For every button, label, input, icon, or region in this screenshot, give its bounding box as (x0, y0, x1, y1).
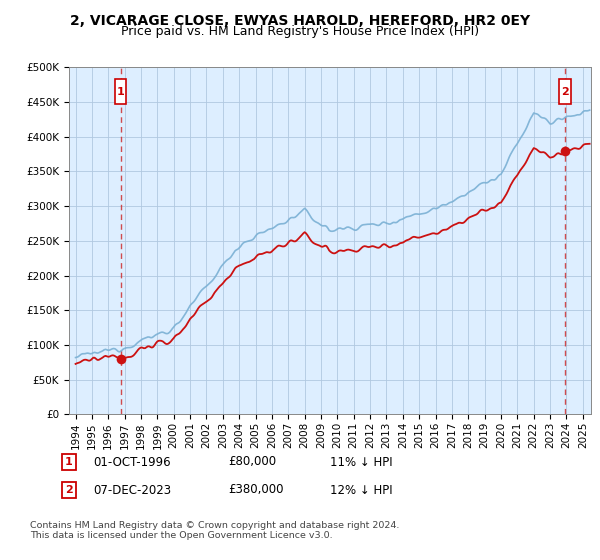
Text: Price paid vs. HM Land Registry's House Price Index (HPI): Price paid vs. HM Land Registry's House … (121, 25, 479, 38)
Text: 2: 2 (561, 86, 569, 96)
Text: 1: 1 (65, 457, 73, 467)
Text: 2, VICARAGE CLOSE, EWYAS HAROLD, HEREFORD, HR2 0EY: 2, VICARAGE CLOSE, EWYAS HAROLD, HEREFOR… (70, 14, 530, 28)
Text: Contains HM Land Registry data © Crown copyright and database right 2024.
This d: Contains HM Land Registry data © Crown c… (30, 521, 400, 540)
FancyBboxPatch shape (559, 79, 571, 104)
Text: 1: 1 (116, 86, 124, 96)
FancyBboxPatch shape (115, 79, 126, 104)
Text: 01-OCT-1996: 01-OCT-1996 (93, 455, 170, 469)
Text: £80,000: £80,000 (228, 455, 276, 469)
Text: 11% ↓ HPI: 11% ↓ HPI (330, 455, 392, 469)
Text: 2: 2 (65, 485, 73, 495)
Text: 12% ↓ HPI: 12% ↓ HPI (330, 483, 392, 497)
Text: 07-DEC-2023: 07-DEC-2023 (93, 483, 171, 497)
Text: £380,000: £380,000 (228, 483, 284, 497)
